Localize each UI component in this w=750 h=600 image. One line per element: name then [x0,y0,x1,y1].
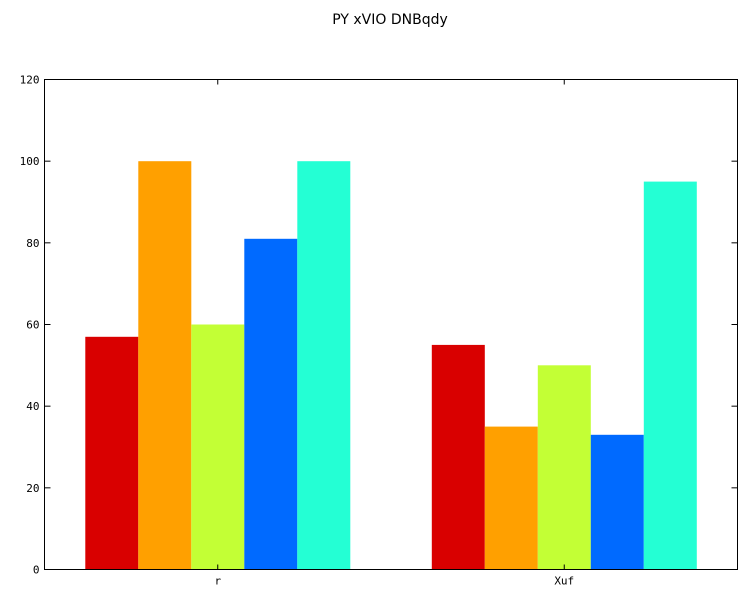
y-tick-label: 80 [26,237,39,250]
bar-r-series-3 [191,324,245,570]
y-tick-label: 40 [26,400,39,413]
bar-Xuf-series-4 [590,434,644,570]
plot-frame [44,79,738,570]
y-tick-label: 20 [26,482,39,495]
y-tick-label: 60 [26,319,39,332]
bar-r-series-2 [138,161,192,570]
bar-r-series-5 [297,161,351,570]
bar-Xuf-series-2 [484,426,538,570]
bars-group [85,161,697,570]
y-tick-label: 0 [33,564,40,577]
bar-r-series-4 [244,238,298,570]
chart-title: PY xVIO DNBqdy [332,12,448,28]
y-tick-label: 120 [20,74,40,87]
y-tick-label: 100 [20,155,40,168]
bar-Xuf-series-3 [537,365,591,570]
x-tick-label: Xuf [554,575,574,588]
bar-r-series-1 [85,336,139,570]
x-tick-label: r [214,575,221,588]
bar-Xuf-series-5 [643,181,697,570]
bar-Xuf-series-1 [431,344,485,570]
y-axis: 0 20 40 60 80 100 120 [20,74,738,577]
x-axis: r Xuf [214,79,574,588]
